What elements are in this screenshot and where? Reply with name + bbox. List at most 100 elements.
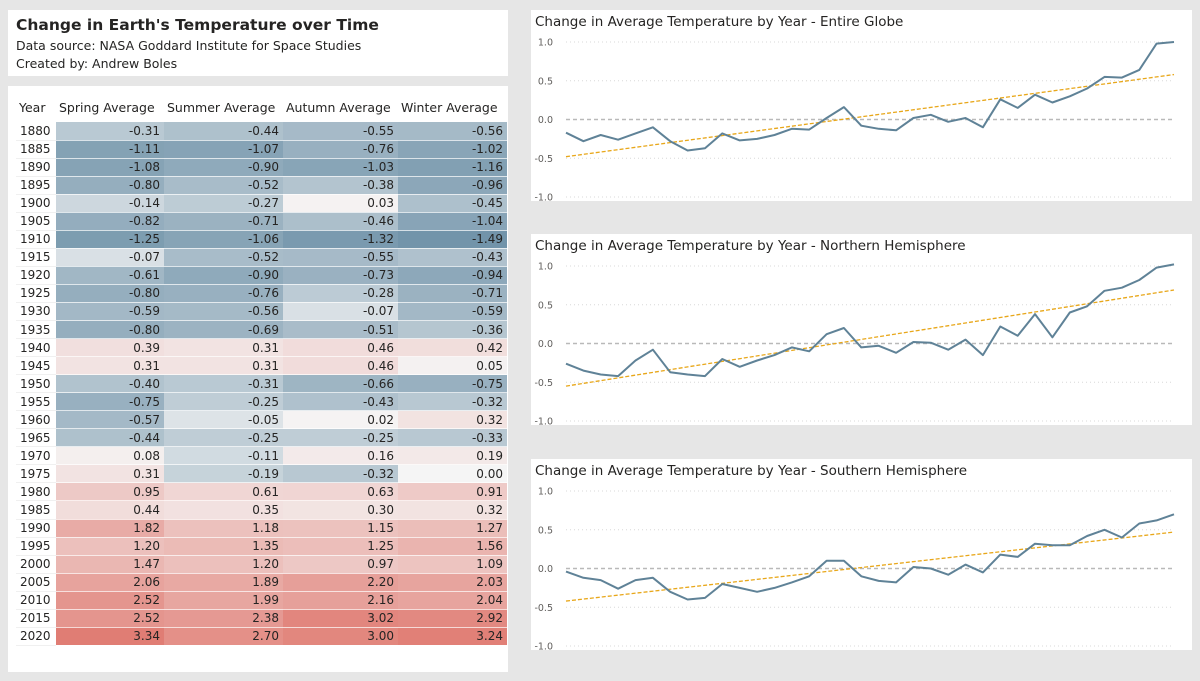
average-cell: 2.38 <box>164 609 283 628</box>
average-cell: -1.06 <box>164 230 283 249</box>
table-row: 1970 0.08 -0.11 0.16 0.19 <box>16 446 507 466</box>
year-cell: 2015 <box>16 609 56 628</box>
column-header[interactable]: Spring Average <box>59 99 155 115</box>
average-cell: 2.52 <box>56 591 164 610</box>
y-tick-label: 0.0 <box>538 564 553 575</box>
year-cell: 1920 <box>16 266 56 285</box>
average-cell: -0.71 <box>398 284 507 303</box>
average-cell: -1.11 <box>56 140 164 159</box>
average-cell: -0.07 <box>56 248 164 267</box>
average-cell: -0.80 <box>56 284 164 303</box>
year-cell: 1955 <box>16 392 56 412</box>
temperature-series-line[interactable] <box>565 263 1175 378</box>
average-cell: 0.16 <box>283 446 398 466</box>
chart-southern-hemisphere-plot: 1.00.50.0-0.5-1.018801900192019401960198… <box>534 487 1175 650</box>
average-cell: 3.34 <box>56 627 164 646</box>
average-cell: 0.30 <box>283 500 398 520</box>
average-cell: -0.44 <box>56 428 164 448</box>
average-cell: -0.40 <box>56 374 164 394</box>
average-cell: -1.03 <box>283 158 398 177</box>
temperature-series-line[interactable] <box>565 41 1175 152</box>
table-row: 1910 -1.25 -1.06 -1.32 -1.49 <box>16 230 507 249</box>
average-cell: -0.45 <box>398 194 507 213</box>
average-cell: 0.31 <box>56 356 164 376</box>
table-row: 1950 -0.40 -0.31 -0.66 -0.75 <box>16 374 507 394</box>
average-cell: 0.91 <box>398 482 507 502</box>
table-row: 1880 -0.31 -0.44 -0.55 -0.56 <box>16 122 507 141</box>
average-cell: -0.43 <box>283 392 398 412</box>
average-cell: -0.76 <box>283 140 398 159</box>
chart-southern-hemisphere: 1.00.50.0-0.5-1.018801900192019401960198… <box>531 459 1192 650</box>
average-cell: -1.32 <box>283 230 398 249</box>
column-header[interactable]: Winter Average <box>401 99 498 115</box>
year-cell: 1885 <box>16 140 56 159</box>
column-header[interactable]: Summer Average <box>167 99 276 115</box>
chart-title: Change in Average Temperature by Year - … <box>535 238 966 254</box>
y-tick-label: -1.0 <box>534 193 553 202</box>
average-cell: 1.82 <box>56 519 164 538</box>
average-cell: -0.27 <box>164 194 283 213</box>
average-cell: -1.07 <box>164 140 283 159</box>
average-cell: 3.02 <box>283 609 398 628</box>
average-cell: -1.16 <box>398 158 507 177</box>
y-tick-label: 0.5 <box>538 525 553 536</box>
year-cell: 1890 <box>16 158 56 177</box>
average-cell: 0.46 <box>283 356 398 376</box>
year-cell: 1990 <box>16 519 56 538</box>
chart-entire-globe: 1.00.50.0-0.5-1.018801900192019401960198… <box>531 10 1192 201</box>
average-cell: 1.20 <box>164 555 283 574</box>
table-row: 1940 0.39 0.31 0.46 0.42 <box>16 338 507 358</box>
year-cell: 1940 <box>16 338 56 358</box>
seasonal-average-table-card: Year Spring Average Summer Average Autumn A… <box>8 86 508 672</box>
average-cell: -0.59 <box>398 302 507 322</box>
average-cell: 0.32 <box>398 500 507 520</box>
average-cell: 1.89 <box>164 573 283 592</box>
average-cell: -0.33 <box>398 428 507 448</box>
table-row: 1975 0.31 -0.19 -0.32 0.00 <box>16 464 507 484</box>
average-cell: 2.03 <box>398 573 507 592</box>
average-cell: -0.69 <box>164 320 283 340</box>
year-cell: 1925 <box>16 284 56 303</box>
average-cell: -0.52 <box>164 248 283 267</box>
average-cell: -1.08 <box>56 158 164 177</box>
average-cell: 0.31 <box>56 464 164 484</box>
year-cell: 1960 <box>16 410 56 430</box>
table-row: 1905 -0.82 -0.71 -0.46 -1.04 <box>16 212 507 231</box>
temperature-series-line[interactable] <box>565 513 1175 601</box>
average-cell: -0.57 <box>56 410 164 430</box>
average-cell: -0.46 <box>283 212 398 231</box>
average-cell: -1.49 <box>398 230 507 249</box>
chart-title: Change in Average Temperature by Year - … <box>535 463 968 479</box>
average-cell: -0.82 <box>56 212 164 231</box>
year-cell: 1950 <box>16 374 56 394</box>
average-cell: -0.75 <box>56 392 164 412</box>
year-cell: 2000 <box>16 555 56 574</box>
average-cell: 1.09 <box>398 555 507 574</box>
year-cell: 2010 <box>16 591 56 610</box>
average-cell: -0.51 <box>283 320 398 340</box>
average-cell: -0.25 <box>164 428 283 448</box>
average-cell: 0.42 <box>398 338 507 358</box>
table-row: 1920 -0.61 -0.90 -0.73 -0.94 <box>16 266 507 285</box>
y-tick-label: -1.0 <box>534 417 553 426</box>
average-cell: 1.56 <box>398 537 507 556</box>
average-cell: 1.35 <box>164 537 283 556</box>
average-cell: 0.08 <box>56 446 164 466</box>
average-cell: -0.75 <box>398 374 507 394</box>
table-row: 1890 -1.08 -0.90 -1.03 -1.16 <box>16 158 507 177</box>
average-cell: -0.56 <box>398 122 507 141</box>
seasonal-average-table: Year Spring Average Summer Average Autumn A… <box>16 92 507 646</box>
year-cell: 2020 <box>16 627 56 646</box>
report-title: Change in Earth's Temperature over Time <box>16 16 379 34</box>
average-cell: -0.55 <box>283 248 398 267</box>
average-cell: -0.38 <box>283 176 398 195</box>
average-cell: -0.90 <box>164 266 283 285</box>
column-header[interactable]: Year <box>19 99 46 115</box>
average-cell: -0.71 <box>164 212 283 231</box>
column-header[interactable]: Autumn Average <box>286 99 391 115</box>
average-cell: 3.00 <box>283 627 398 646</box>
y-tick-label: 0.5 <box>538 300 553 311</box>
year-cell: 1915 <box>16 248 56 267</box>
table-row: 1955 -0.75 -0.25 -0.43 -0.32 <box>16 392 507 412</box>
average-cell: -0.31 <box>56 122 164 141</box>
